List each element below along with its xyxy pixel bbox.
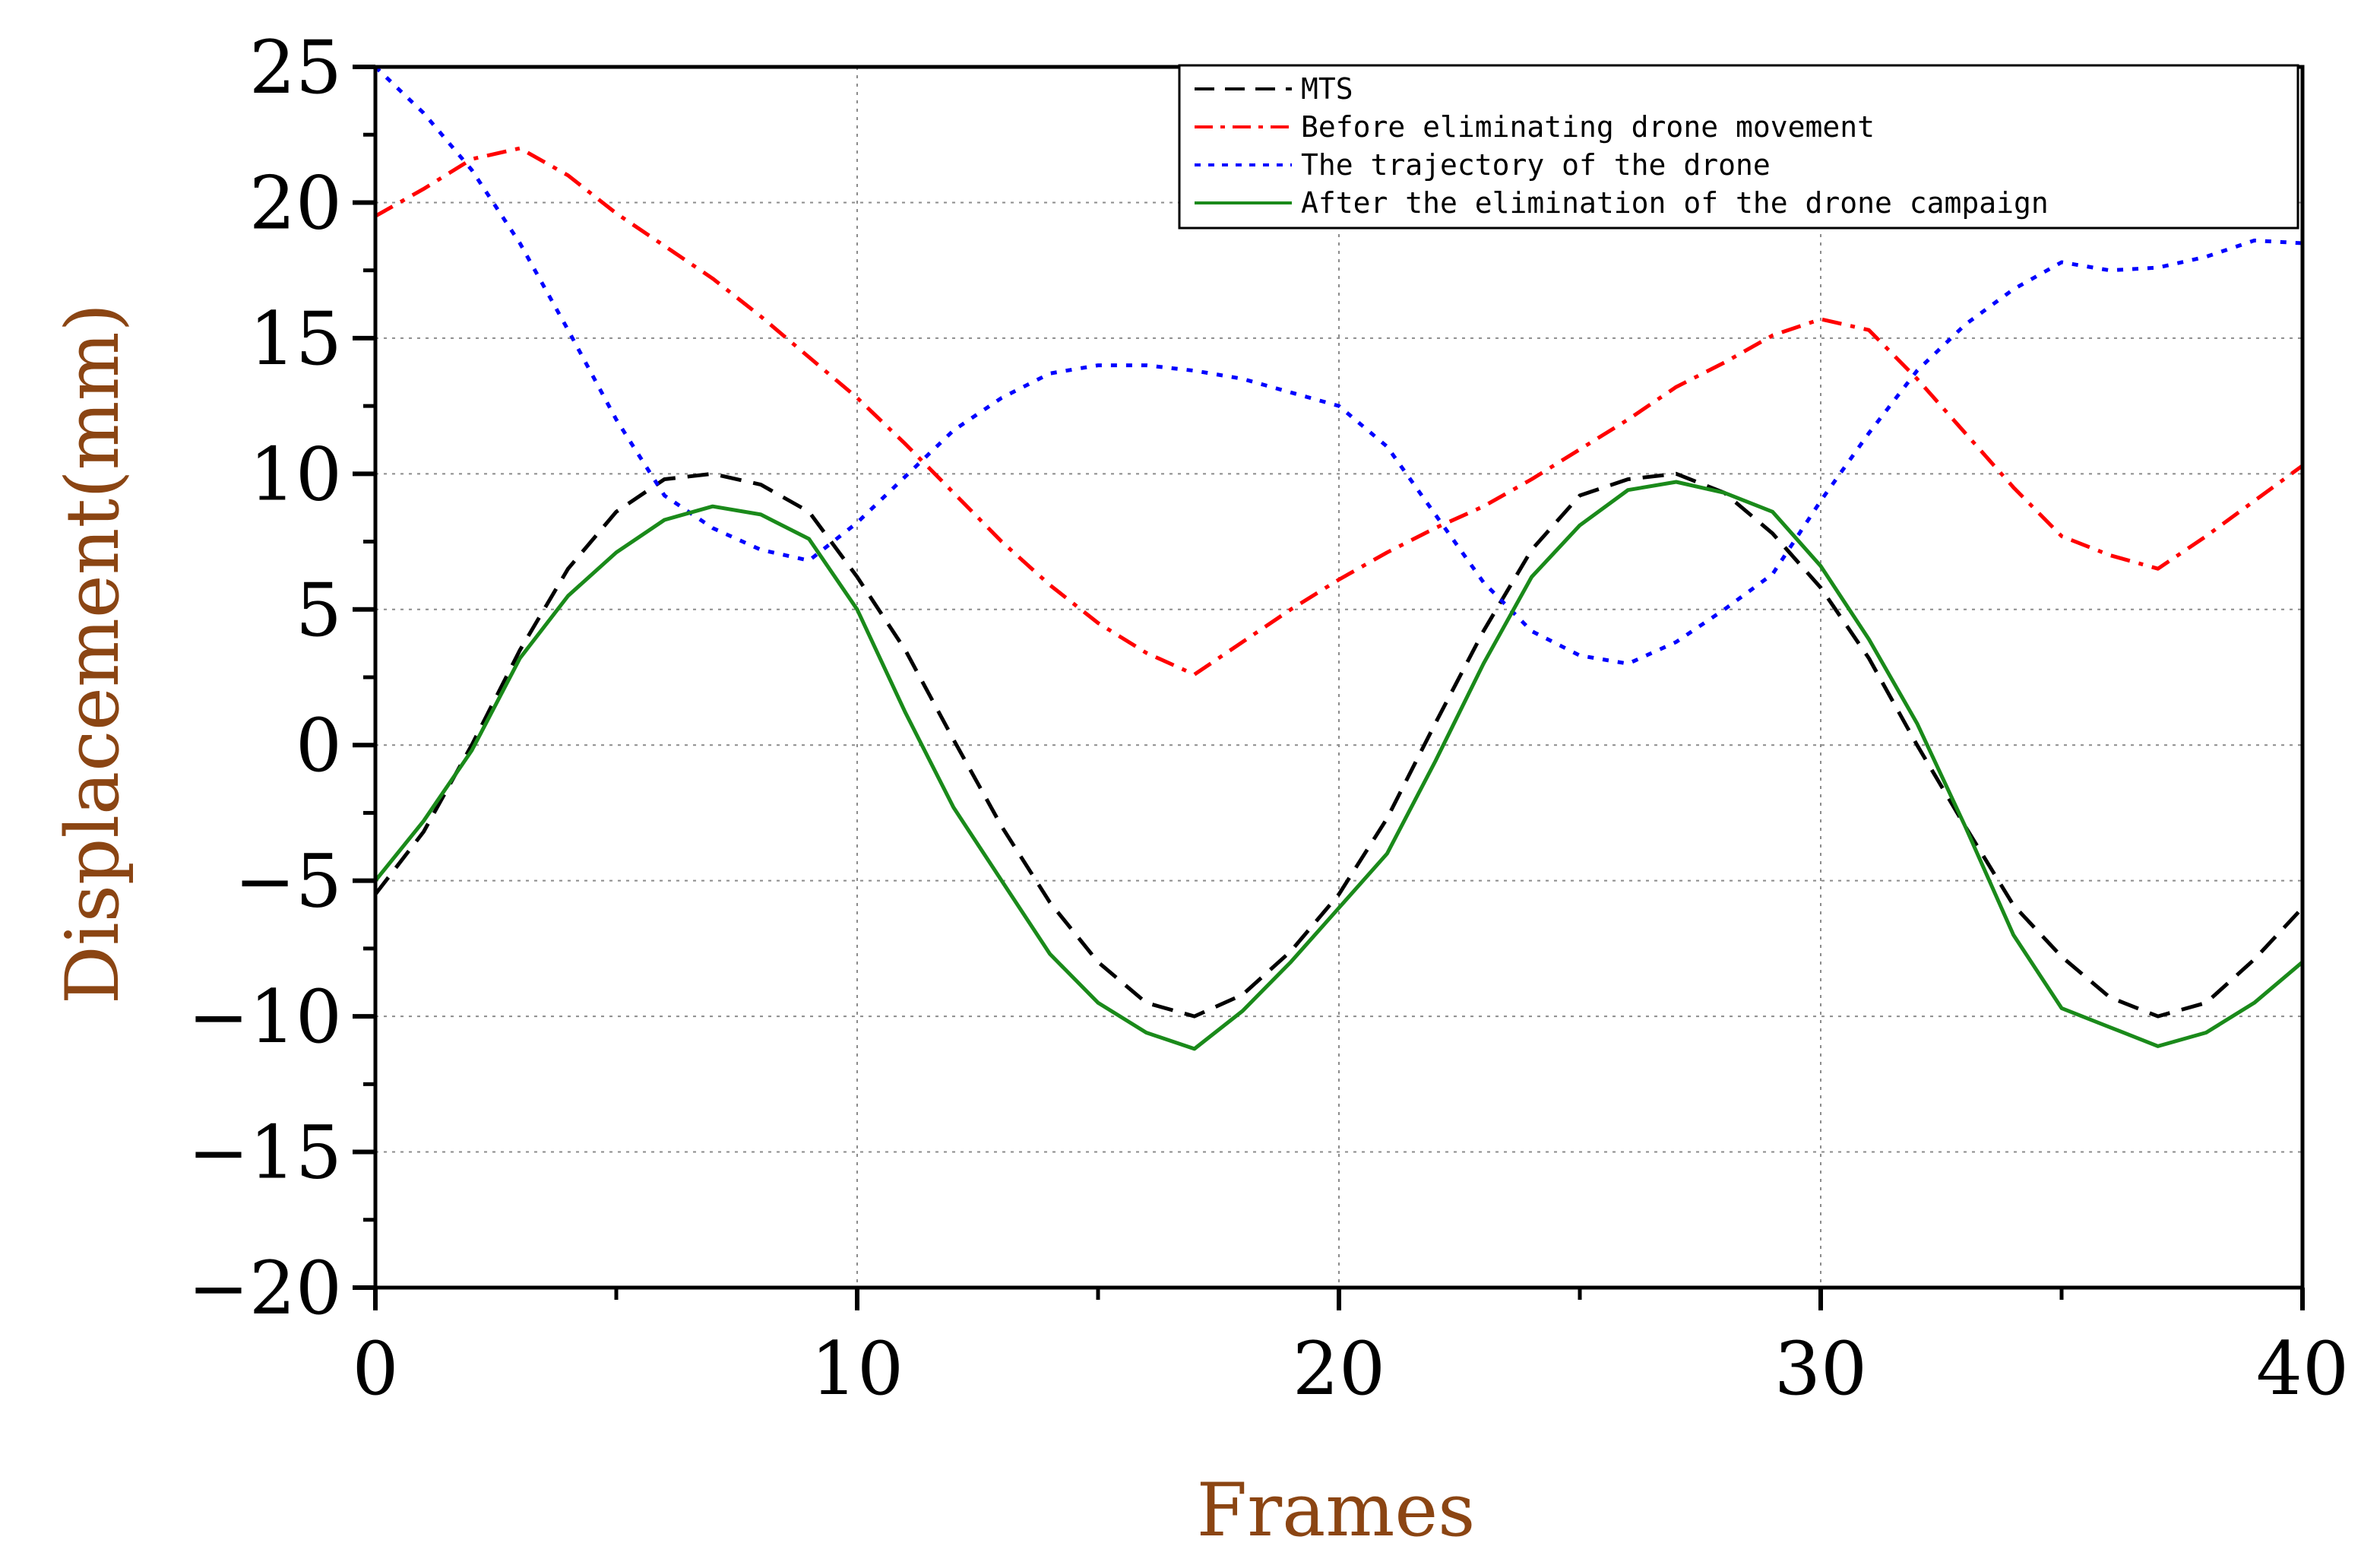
y-tick-label: 0 xyxy=(296,703,342,788)
grid xyxy=(375,67,2302,1288)
x-tick-label: 10 xyxy=(811,1326,904,1412)
series-line-1 xyxy=(374,146,2304,676)
series-line-2 xyxy=(374,65,2303,666)
y-tick-label: −5 xyxy=(234,839,342,924)
legend-label-drone: The trajectory of the drone xyxy=(1301,148,1771,182)
x-tick-label: 20 xyxy=(1293,1326,1385,1412)
x-tick-label: 30 xyxy=(1774,1326,1867,1412)
legend-label-after: After the elimination of the drone campa… xyxy=(1301,186,2049,220)
ticks xyxy=(353,65,2305,1310)
y-tick-label: 5 xyxy=(296,568,342,653)
y-tick-label: 25 xyxy=(249,25,342,110)
y-tick-label: −20 xyxy=(188,1246,342,1331)
legend-label-mts: MTS xyxy=(1301,72,1353,106)
y-tick-label: 20 xyxy=(249,160,342,246)
y-tick-labels: −20 −15 −10 −5 0 5 10 15 20 25 xyxy=(188,25,342,1331)
y-axis-title: Displacement(mm) xyxy=(50,303,135,1004)
series-line-3 xyxy=(374,480,2304,1051)
x-tick-label: 40 xyxy=(2256,1326,2349,1412)
legend-label-before: Before eliminating drone movement xyxy=(1301,110,1875,144)
y-tick-label: −15 xyxy=(188,1111,342,1196)
series-layer xyxy=(374,65,2304,1051)
legend: MTS Before eliminating drone movement Th… xyxy=(1178,64,2299,230)
y-tick-label: −10 xyxy=(188,974,342,1060)
x-tick-labels: 0 10 20 30 40 xyxy=(352,1326,2349,1412)
series-line-0 xyxy=(374,471,2304,1019)
x-tick-label: 0 xyxy=(352,1326,398,1412)
legend-box xyxy=(1178,64,2299,230)
y-tick-label: 15 xyxy=(249,296,342,382)
y-tick-label: 10 xyxy=(249,432,342,517)
x-axis-title: Frames xyxy=(1197,1468,1476,1553)
